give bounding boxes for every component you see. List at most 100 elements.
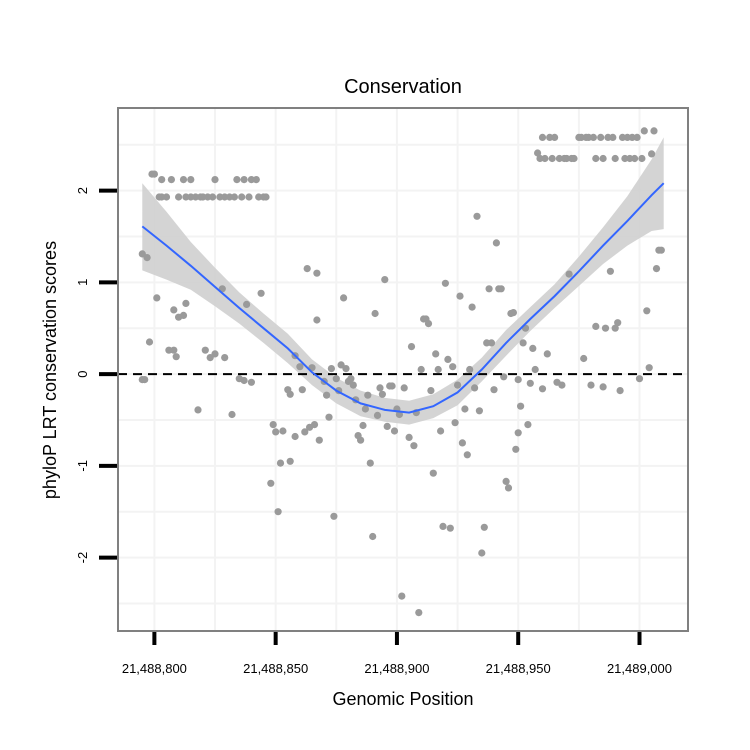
- data-point: [257, 289, 265, 297]
- data-point: [170, 346, 178, 354]
- data-point: [640, 127, 648, 135]
- data-point: [272, 428, 280, 436]
- data-point: [485, 285, 493, 293]
- data-point: [514, 429, 522, 437]
- data-point: [172, 353, 180, 361]
- data-point: [141, 376, 149, 384]
- x-axis-title: Genomic Position: [332, 689, 473, 709]
- data-point: [650, 127, 658, 135]
- y-tick-label: 2: [75, 187, 90, 194]
- data-point: [415, 609, 423, 617]
- data-point: [437, 427, 445, 435]
- y-tick-label: 0: [75, 370, 90, 377]
- data-point: [444, 355, 452, 363]
- data-point: [398, 592, 406, 600]
- data-point: [240, 376, 248, 385]
- data-point: [407, 343, 416, 351]
- data-point: [635, 375, 644, 383]
- data-point: [473, 212, 481, 220]
- data-point: [432, 350, 440, 358]
- data-point: [187, 176, 195, 184]
- data-point: [162, 193, 171, 201]
- data-point: [269, 421, 277, 429]
- data-point: [434, 365, 442, 374]
- data-point: [551, 133, 559, 141]
- data-point: [614, 319, 622, 327]
- data-point: [194, 406, 202, 414]
- data-point: [509, 309, 517, 317]
- data-point: [301, 428, 309, 436]
- data-point: [279, 427, 287, 435]
- data-point: [599, 383, 607, 391]
- smooth-trend-line: [141, 182, 665, 414]
- data-point: [150, 170, 158, 178]
- data-point: [565, 270, 573, 278]
- data-point: [245, 193, 253, 201]
- data-point: [327, 365, 335, 373]
- confidence-band: [142, 137, 664, 425]
- data-point: [454, 381, 462, 389]
- plot-frame: [117, 107, 689, 632]
- data-point: [291, 432, 299, 441]
- data-point: [323, 391, 331, 399]
- data-point: [531, 365, 539, 374]
- y-axis-title: phyloP LRT conservation scores: [40, 241, 60, 499]
- data-point: [349, 381, 357, 389]
- data-point: [357, 436, 365, 444]
- data-point: [526, 379, 534, 387]
- data-point: [342, 365, 350, 373]
- data-point: [330, 512, 338, 520]
- data-point: [538, 133, 547, 141]
- data-point: [441, 279, 449, 287]
- x-tick-label: 21,488,950: [486, 661, 551, 676]
- data-point: [502, 477, 510, 485]
- data-point: [383, 422, 391, 430]
- data-point: [209, 193, 217, 201]
- data-point: [371, 309, 379, 318]
- data-point: [340, 294, 348, 302]
- data-point: [243, 300, 251, 308]
- data-point: [652, 265, 661, 273]
- data-point: [238, 193, 246, 201]
- data-point: [179, 311, 188, 319]
- data-point: [310, 421, 319, 429]
- data-points: [138, 127, 665, 617]
- data-point: [449, 363, 457, 371]
- data-point: [631, 154, 639, 163]
- data-point: [240, 176, 248, 184]
- data-point: [427, 387, 435, 395]
- data-point: [589, 133, 598, 141]
- data-point: [534, 149, 542, 157]
- data-point: [175, 193, 183, 201]
- data-point: [182, 299, 190, 307]
- data-point: [580, 354, 588, 363]
- data-point: [599, 154, 607, 163]
- data-point: [298, 386, 306, 394]
- data-point: [643, 307, 651, 315]
- x-tick-label: 21,489,000: [607, 661, 672, 676]
- data-point: [400, 384, 408, 392]
- data-point: [267, 479, 275, 487]
- data-point: [366, 459, 374, 467]
- data-point: [616, 387, 624, 395]
- data-point: [497, 285, 505, 293]
- data-point: [458, 439, 466, 447]
- data-point: [463, 451, 471, 459]
- data-point: [405, 433, 413, 441]
- data-point: [524, 421, 532, 429]
- data-point: [451, 419, 459, 427]
- data-point: [410, 442, 418, 450]
- data-point: [286, 457, 294, 465]
- data-point: [153, 294, 161, 302]
- data-point: [514, 376, 522, 384]
- data-point: [276, 459, 285, 467]
- data-point: [606, 267, 615, 275]
- data-point: [592, 154, 600, 163]
- x-tick-label: 21,488,800: [122, 661, 187, 676]
- data-point: [638, 154, 646, 163]
- data-point: [376, 384, 384, 392]
- data-point: [337, 361, 345, 369]
- data-point: [230, 193, 238, 201]
- data-point: [145, 338, 154, 346]
- data-point: [468, 303, 476, 311]
